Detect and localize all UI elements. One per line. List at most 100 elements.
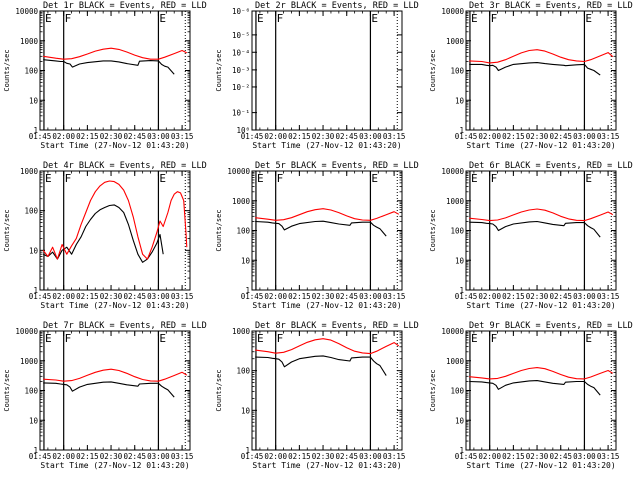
time-marker-label: F (491, 12, 498, 25)
x-tick-label: 03:00 (359, 452, 382, 461)
y-tick-label: 10⁻⁶ (232, 7, 250, 16)
time-marker-label: E (159, 332, 166, 345)
x-tick-label: 03:15 (383, 132, 406, 141)
chart-panel-5: Det 5r BLACK = Events, RED = LLD 1 10 100 10… (215, 161, 419, 310)
time-marker-label: F (277, 332, 284, 345)
x-tick-label: 03:00 (573, 132, 596, 141)
chart-title: Det 7r BLACK = Events, RED = LLD (43, 321, 207, 331)
y-tick-label: 10⁻⁴ (232, 48, 250, 57)
time-marker-label: E (585, 332, 592, 345)
x-tick-label: 02:45 (123, 292, 146, 301)
y-axis-label: Counts/sec (429, 49, 437, 91)
chart-title: Det 3r BLACK = Events, RED = LLD (469, 1, 633, 11)
time-marker-label: F (65, 332, 72, 345)
y-tick-label: 10000 (441, 167, 464, 176)
y-tick-label: 1 (33, 126, 38, 135)
time-marker-label: F (65, 12, 72, 25)
x-tick-label: 03:15 (171, 452, 194, 461)
series-lld-line (255, 338, 400, 355)
x-tick-label: 03:00 (573, 292, 596, 301)
y-tick-label: 100 (24, 207, 38, 216)
x-tick-label: 02:30 (526, 292, 549, 301)
x-tick-label: 02:00 (264, 132, 287, 141)
series-lld-line (469, 208, 614, 222)
x-axis-label: Start Time (27-Nov-12 01:43:20) (466, 141, 615, 150)
y-tick-label: 1000 (20, 357, 39, 366)
y-tick-label: 10⁻¹ (232, 109, 250, 118)
y-tick-label: 10 (29, 96, 39, 105)
y-axis-label: Counts/sec (215, 369, 223, 411)
time-marker-label: E (159, 172, 166, 185)
y-axis-label: Counts/sec (3, 49, 11, 91)
x-tick-label: 02:15 (288, 452, 311, 461)
x-tick-label: 02:30 (526, 452, 549, 461)
x-tick-label: 02:30 (100, 132, 123, 141)
y-tick-label: 10 (29, 246, 39, 255)
y-tick-label: 1000 (232, 327, 251, 336)
y-tick-label: 10⁰ (236, 126, 250, 135)
time-marker-label: F (277, 12, 284, 25)
chart-panel-1: Det 1r BLACK = Events, RED = LLD 1 10 100 10… (3, 1, 207, 150)
x-tick-label: 01:45 (241, 132, 264, 141)
y-tick-label: 1 (33, 446, 38, 455)
x-tick-label: 02:00 (52, 292, 75, 301)
x-axis-label: Start Time (27-Nov-12 01:43:20) (40, 461, 189, 470)
x-axis-label: Start Time (27-Nov-12 01:43:20) (252, 141, 401, 150)
y-tick-label: 10 (29, 416, 39, 425)
x-tick-label: 01:45 (455, 452, 478, 461)
time-marker-label: E (585, 12, 592, 25)
y-axis-label: Counts/sec (3, 209, 11, 251)
x-tick-label: 02:45 (549, 452, 572, 461)
y-tick-label: 1 (33, 286, 38, 295)
x-tick-label: 01:45 (29, 452, 52, 461)
series-events-line (42, 204, 164, 263)
y-tick-label: 10000 (227, 167, 250, 176)
series-events-line (255, 355, 387, 376)
x-tick-label: 01:45 (455, 132, 478, 141)
y-tick-label: 1000 (446, 197, 465, 206)
y-axis-label: Counts/sec (429, 369, 437, 411)
chart-title: Det 9r BLACK = Events, RED = LLD (469, 321, 633, 331)
y-tick-label: 100 (24, 67, 38, 76)
y-axis-label: Counts/sec (215, 49, 223, 91)
x-tick-label: 02:45 (549, 292, 572, 301)
x-tick-label: 02:00 (52, 132, 75, 141)
y-tick-label: 1 (459, 126, 464, 135)
x-tick-label: 02:15 (502, 452, 525, 461)
x-axis-label: Start Time (27-Nov-12 01:43:20) (40, 141, 189, 150)
x-axis-label: Start Time (27-Nov-12 01:43:20) (252, 301, 401, 310)
time-marker-label: F (491, 172, 498, 185)
x-tick-label: 03:15 (383, 452, 406, 461)
y-axis-label: Counts/sec (215, 209, 223, 251)
y-tick-label: 10000 (441, 327, 464, 336)
chart-panel-8: Det 8r BLACK = Events, RED = LLD 1 10 100 10… (215, 321, 419, 470)
time-marker-label: E (471, 332, 478, 345)
x-tick-label: 02:15 (502, 132, 525, 141)
y-tick-label: 10000 (441, 7, 464, 16)
time-marker-label: E (45, 332, 52, 345)
x-axis-label: Start Time (27-Nov-12 01:43:20) (252, 461, 401, 470)
chart-panel-7: Det 7r BLACK = Events, RED = LLD 1 10 100 10… (3, 321, 207, 470)
y-tick-label: 100 (236, 367, 250, 376)
x-axis-label: Start Time (27-Nov-12 01:43:20) (466, 301, 615, 310)
y-tick-label: 10⁻³ (232, 66, 250, 75)
y-tick-label: 1000 (446, 37, 465, 46)
x-tick-label: 03:00 (147, 292, 170, 301)
series-events-line (43, 59, 175, 75)
x-tick-label: 03:15 (597, 452, 620, 461)
chart-title: Det 6r BLACK = Events, RED = LLD (469, 161, 633, 171)
y-tick-label: 1 (245, 446, 250, 455)
x-tick-label: 02:30 (312, 292, 335, 301)
y-tick-label: 10 (241, 256, 251, 265)
x-tick-label: 03:00 (147, 452, 170, 461)
series-lld-line (43, 47, 188, 60)
x-tick-label: 02:15 (76, 132, 99, 141)
x-tick-label: 02:00 (478, 452, 501, 461)
time-marker-label: E (257, 12, 264, 25)
x-tick-label: 01:45 (29, 292, 52, 301)
time-marker-label: E (257, 172, 264, 185)
x-tick-label: 02:00 (478, 292, 501, 301)
x-tick-label: 02:15 (76, 292, 99, 301)
chart-title: Det 5r BLACK = Events, RED = LLD (255, 161, 419, 171)
x-tick-label: 03:15 (171, 292, 194, 301)
